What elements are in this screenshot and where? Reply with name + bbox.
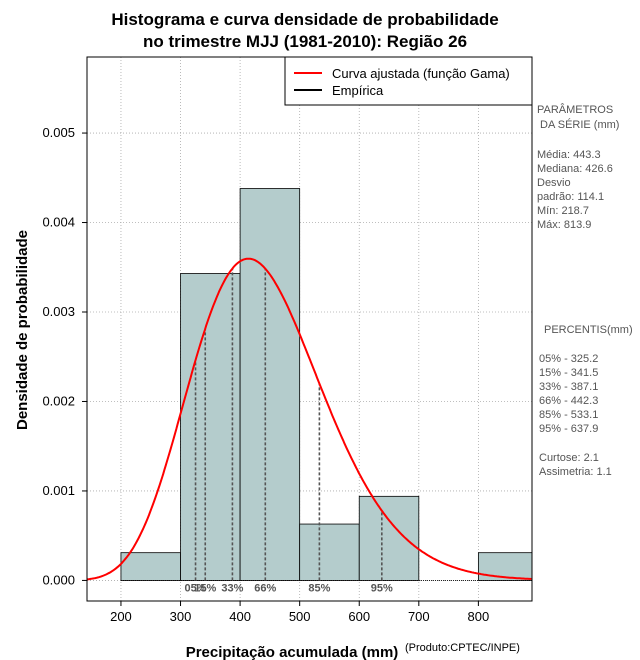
percentile-label: 05% xyxy=(185,582,207,594)
percentile-label: 33% xyxy=(221,582,243,594)
x-axis-label: Precipitação acumulada (mm) xyxy=(186,644,399,660)
histogram-bar xyxy=(120,552,181,581)
legend-box xyxy=(284,56,533,106)
percentile-label: 95% xyxy=(371,582,393,594)
percentile-lines xyxy=(194,268,383,581)
histogram-bar xyxy=(180,273,241,581)
pct-line: 85% - 533.1 xyxy=(539,409,598,421)
y-axis-label: Densidade de probabilidade xyxy=(14,230,31,430)
pct-line: 15% - 341.5 xyxy=(539,367,598,379)
x-tick-label: 600 xyxy=(348,609,370,624)
chart-title-line1: Histograma e curva densidade de probabil… xyxy=(111,10,498,29)
params-line: DA SÉRIE (mm) xyxy=(540,118,619,131)
histogram-bars xyxy=(120,188,533,581)
y-tick-label: 0.002 xyxy=(42,393,75,408)
percentile-label: 15% xyxy=(194,582,216,594)
histogram-bar xyxy=(358,495,420,581)
pct-line: 66% - 442.3 xyxy=(539,395,598,407)
chart-title-line2: no trimestre MJJ (1981-2010): Região 26 xyxy=(143,32,467,51)
params-line: padrão: 114.1 xyxy=(537,191,604,203)
params-line: Mediana: 426.6 xyxy=(537,163,613,175)
x-tick-label: 500 xyxy=(289,609,311,624)
pct-line: Curtose: 2.1 xyxy=(539,452,599,464)
x-tick-label: 200 xyxy=(110,609,132,624)
y-tick-label: 0.000 xyxy=(42,572,75,587)
pct-line: 05% - 325.2 xyxy=(539,353,598,365)
x-tick-label: 300 xyxy=(170,609,192,624)
params-line: Média: 443.3 xyxy=(537,149,601,161)
params-line: Desvio xyxy=(537,177,571,189)
histogram-bar xyxy=(299,523,360,581)
x-tick-label: 700 xyxy=(408,609,430,624)
pct-line: 95% - 637.9 xyxy=(539,423,598,435)
params-line: Mín: 218.7 xyxy=(537,205,589,217)
pct-line: PERCENTIS(mm) xyxy=(544,324,633,336)
percentile-labels: 05%15% 33% 66% 85% 95% xyxy=(185,582,394,594)
params-line: PARÂMETROS xyxy=(537,103,613,116)
credit-text: (Produto:CPTEC/INPE) xyxy=(405,642,520,654)
percentile-label: 66% xyxy=(254,582,276,594)
legend-curve-label: Curva ajustada (função Gama) xyxy=(332,66,510,81)
params-line: Máx: 813.9 xyxy=(537,219,591,231)
histogram-bar xyxy=(239,188,301,581)
x-tick-label: 800 xyxy=(468,609,490,624)
gamma-curve xyxy=(86,257,532,581)
pct-line: Assimetria: 1.1 xyxy=(539,466,612,478)
x-axis: 200 300 400 500 600 700 800 xyxy=(110,601,489,624)
legend: Curva ajustada (função Gama) Empírica xyxy=(284,56,533,106)
pct-line: 33% - 387.1 xyxy=(539,381,598,393)
parameters-panel: PARÂMETROS DA SÉRIE (mm) Média: 443.3 Me… xyxy=(537,103,619,231)
x-tick-label: 400 xyxy=(229,609,251,624)
y-tick-label: 0.004 xyxy=(42,215,75,230)
y-tick-label: 0.005 xyxy=(42,125,75,140)
percentiles-panel: PERCENTIS(mm) 05% - 325.2 15% - 341.5 33… xyxy=(539,324,633,478)
legend-empirical-label: Empírica xyxy=(332,83,384,98)
y-tick-label: 0.003 xyxy=(42,304,75,319)
percentile-label: 85% xyxy=(308,582,330,594)
y-axis: 0.000 0.001 0.002 0.003 0.004 0.005 xyxy=(42,125,87,587)
y-tick-label: 0.001 xyxy=(42,483,75,498)
